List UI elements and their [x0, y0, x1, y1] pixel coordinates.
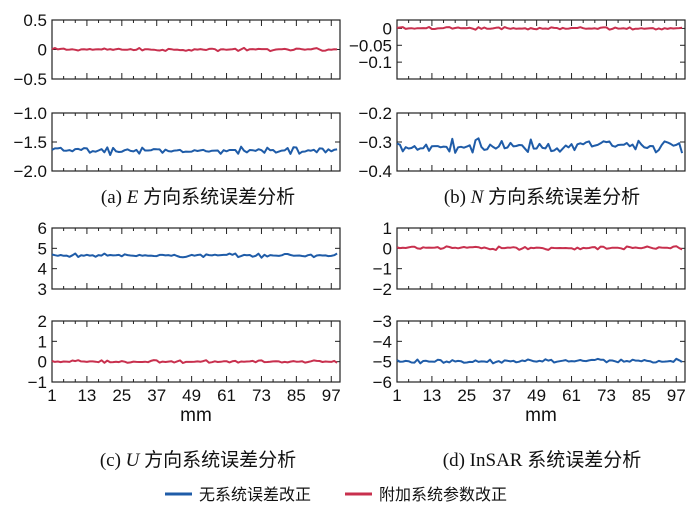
chart-InSAR-panel-1: 10 −1−2: [373, 219, 686, 299]
y-tick-label: 2: [38, 312, 47, 331]
x-tick-label: 85: [632, 386, 651, 405]
y-tick-label: 4: [38, 260, 47, 279]
x-tick-label: 1: [47, 386, 56, 405]
x-tick-label: 1: [392, 386, 401, 405]
y-tick-label: −0.2: [358, 104, 392, 123]
y-tick-label: 5: [38, 239, 47, 258]
x-tick-label: 25: [457, 386, 476, 405]
y-tick-label: 0: [38, 41, 47, 60]
legend: 无系统误差改正 附加系统参数改正: [165, 485, 507, 504]
series-line-corrected: [396, 245, 683, 251]
chart-caption: (d) InSAR 系统误差分析: [443, 449, 641, 471]
x-tick-label: 49: [527, 386, 546, 405]
x-tick-label: 73: [252, 386, 271, 405]
charts-group: 0.50−0.5−1.0−1.5−2.0(a) E 方向系统误差分析0−0.05…: [13, 11, 685, 471]
y-tick-label: 0.5: [23, 11, 47, 30]
series-line-uncorrected: [51, 252, 338, 259]
y-tick-label: −0.3: [358, 133, 392, 152]
plot-frame: [51, 112, 341, 172]
x-axis-label: mm: [525, 405, 557, 426]
chart-E-panel-2: −1.0 −1.5 −2.0: [13, 104, 341, 181]
series-line-corrected: [51, 359, 338, 364]
y-tick-label: −3: [373, 312, 392, 331]
series-line-uncorrected: [51, 145, 338, 156]
x-tick-label: 61: [562, 386, 581, 405]
x-tick-label: 85: [287, 386, 306, 405]
y-tick-label: −0.5: [13, 70, 47, 89]
y-tick-label: −1: [373, 260, 392, 279]
y-tick-label: −0.05: [349, 36, 392, 55]
x-tick-label: 25: [112, 386, 131, 405]
y-tick-label: −1: [28, 373, 47, 392]
chart-InSAR-panel-2: −3−4 −5−61 13 25 37 49 61 73 85 97: [373, 312, 686, 405]
chart-caption: (a) E 方向系统误差分析: [101, 186, 295, 208]
x-axis-label: mm: [180, 405, 212, 426]
chart-U-panel-2: 210−11 13 25 37 49 61 73 85 97: [28, 312, 341, 405]
chart-N-panel-1: 0−0.05−0.1: [349, 19, 686, 80]
x-tick-label: 37: [147, 386, 166, 405]
y-tick-label: 0: [383, 239, 392, 258]
y-tick-label: 0: [383, 19, 392, 38]
x-tick-label: 49: [182, 386, 201, 405]
legend-label-corrected: 附加系统参数改正: [379, 485, 507, 504]
plot-frame: [51, 320, 341, 383]
plot-frame: [396, 227, 686, 290]
x-tick-label: 37: [492, 386, 511, 405]
y-tick-label: −6: [373, 373, 392, 392]
chart-N: 0−0.05−0.1 −0.2 −0.3 −0.4 (b) N 方向系统误差分析: [349, 19, 686, 208]
y-tick-label: 0: [38, 353, 47, 372]
plot-frame: [396, 19, 686, 80]
x-tick-label: 13: [422, 386, 441, 405]
y-tick-label: −4: [373, 332, 392, 351]
x-tick-label: 13: [77, 386, 96, 405]
legend-label-uncorrected: 无系统误差改正: [199, 485, 311, 504]
y-tick-label: −2.0: [13, 162, 47, 181]
x-tick-label: 97: [322, 386, 341, 405]
x-tick-label: 61: [217, 386, 236, 405]
plot-frame: [396, 112, 686, 172]
y-tick-label: −0.1: [358, 53, 392, 72]
y-tick-label: −5: [373, 353, 392, 372]
chart-U-panel-1: 65 43: [38, 219, 341, 299]
series-line-uncorrected: [396, 357, 683, 365]
plot-frame: [51, 227, 341, 290]
chart-E: 0.5 0 −0.5 −1.0 −1.5 −2.0 (a) E 方向系统误差分析: [13, 11, 341, 208]
x-tick-label: 73: [597, 386, 616, 405]
plot-frame: [396, 320, 686, 383]
series-line-uncorrected: [396, 137, 684, 154]
series-line-corrected: [51, 46, 338, 53]
y-tick-label: 1: [383, 219, 392, 238]
chart-E-panel-1: 0.5 0 −0.5: [13, 11, 341, 89]
y-tick-label: −1.5: [13, 133, 47, 152]
chart-caption: (b) N 方向系统误差分析: [444, 186, 640, 208]
chart-caption: (c) U 方向系统误差分析: [100, 449, 296, 471]
y-tick-label: 1: [38, 332, 47, 351]
series-line-corrected: [396, 26, 683, 31]
y-tick-label: 6: [38, 219, 47, 238]
chart-N-panel-2: −0.2 −0.3 −0.4: [358, 104, 686, 181]
y-tick-label: 3: [38, 280, 47, 299]
y-tick-label: −1.0: [13, 104, 47, 123]
x-tick-label: 97: [667, 386, 686, 405]
y-tick-label: −2: [373, 280, 392, 299]
y-tick-label: −0.4: [358, 162, 392, 181]
